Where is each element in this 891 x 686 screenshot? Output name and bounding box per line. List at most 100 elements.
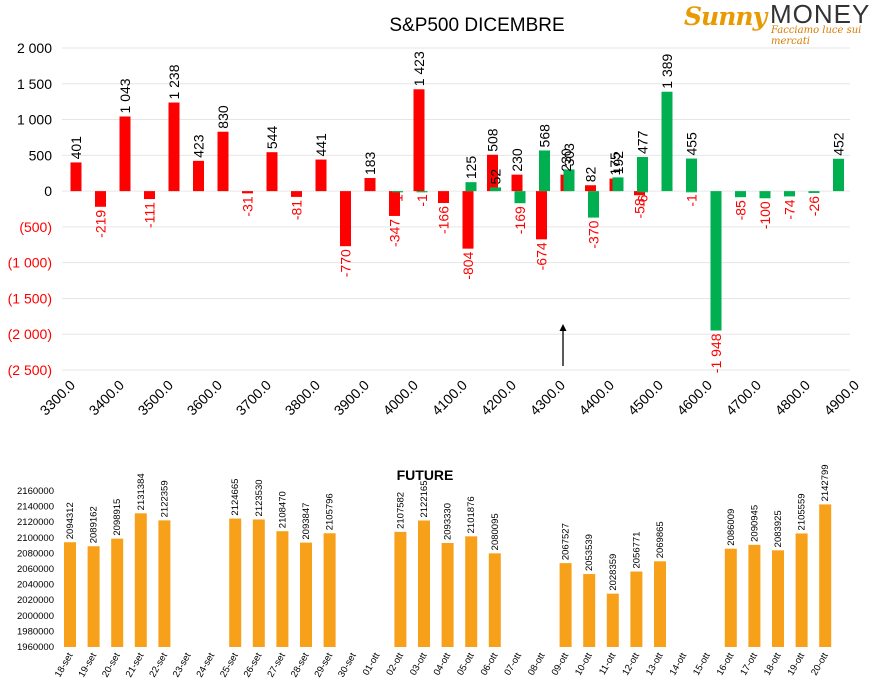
future-y-tick-label: 2040000 bbox=[17, 580, 54, 591]
logo-brand-sunny: Sunny bbox=[684, 2, 767, 31]
spx-bar-red bbox=[389, 191, 400, 216]
spx-data-label: -370 bbox=[586, 220, 602, 248]
spx-x-tick-label: 3400.0 bbox=[86, 377, 128, 419]
spx-x-axis: 3300.0 3400.0 3500.0 3600.0 3700.0 3800.0 3900… bbox=[37, 377, 863, 419]
future-data-label: 2067527 bbox=[561, 523, 572, 560]
spx-bar-green bbox=[735, 191, 746, 198]
spx-data-label: -85 bbox=[733, 200, 749, 220]
future-bar bbox=[252, 519, 265, 647]
future-data-labels: 2094312 2089162 2098915 2131384 2122359 21246… bbox=[65, 464, 831, 590]
spx-data-label: 452 bbox=[831, 132, 847, 156]
spx-data-label: -74 bbox=[782, 199, 798, 219]
future-data-label: 2089162 bbox=[89, 506, 100, 543]
future-data-label: 2105796 bbox=[325, 493, 336, 530]
spx-bar-green bbox=[539, 150, 550, 192]
spx-bar-green bbox=[514, 191, 526, 204]
future-y-tick-label: 2020000 bbox=[17, 595, 54, 606]
future-x-tick-label: 02-ott bbox=[384, 651, 406, 678]
future-bar bbox=[229, 518, 242, 647]
spx-x-tick-label: 4200.0 bbox=[478, 377, 520, 419]
spx-bar-green bbox=[416, 191, 428, 193]
spx-bar-red bbox=[242, 191, 253, 194]
spx-y-tick-label: (1 500) bbox=[8, 290, 52, 306]
spx-bar-red bbox=[168, 102, 180, 192]
future-data-label: 2123530 bbox=[254, 479, 265, 516]
spx-bars bbox=[70, 89, 844, 331]
spx-bar-red bbox=[291, 191, 302, 197]
spx-bar-green bbox=[563, 169, 575, 192]
spx-data-label: 52 bbox=[488, 169, 504, 185]
spx-x-tick-label: 4800.0 bbox=[772, 377, 814, 419]
spx-bar-red bbox=[315, 159, 327, 192]
spx-y-tick-label: 500 bbox=[29, 147, 53, 163]
spx-data-label: 441 bbox=[313, 133, 329, 157]
future-x-tick-label: 19-set bbox=[76, 651, 99, 680]
spx-bar-green bbox=[784, 191, 795, 197]
spx-data-label: 477 bbox=[635, 130, 651, 154]
spx-data-label: 1 389 bbox=[659, 53, 675, 88]
spx-data-label: -6 bbox=[635, 194, 651, 207]
future-data-label: 2131384 bbox=[136, 473, 147, 510]
future-y-tick-label: 2000000 bbox=[17, 611, 54, 622]
spx-x-tick-label: 4300.0 bbox=[527, 377, 569, 419]
spx-bar-red bbox=[70, 162, 82, 192]
future-x-tick-label: 19-ott bbox=[786, 651, 808, 678]
spx-bar-red bbox=[634, 191, 645, 196]
future-data-label: 2094312 bbox=[65, 502, 76, 539]
future-data-label: 2028359 bbox=[608, 554, 619, 591]
spx-x-tick-label: 3600.0 bbox=[184, 377, 226, 419]
spx-data-label: 82 bbox=[583, 166, 599, 182]
spx-x-tick-label: 4500.0 bbox=[625, 377, 667, 419]
spx-bar-green bbox=[588, 191, 599, 218]
spx-bar-green bbox=[808, 191, 820, 193]
future-data-label: 2069865 bbox=[655, 521, 666, 558]
future-bar bbox=[488, 553, 501, 647]
future-bar bbox=[87, 546, 100, 647]
spx-bar-green bbox=[710, 191, 722, 331]
spx-bar-red bbox=[95, 191, 106, 207]
future-x-tick-label: 18-set bbox=[53, 651, 76, 680]
future-x-tick-label: 30-set bbox=[336, 651, 359, 680]
spx-bar-red bbox=[536, 191, 547, 240]
spx-data-label: 125 bbox=[463, 156, 479, 180]
spx-data-label: -1 bbox=[684, 194, 700, 207]
future-y-tick-label: 2080000 bbox=[17, 548, 54, 559]
future-bar bbox=[465, 536, 478, 647]
future-data-label: 2122165 bbox=[419, 481, 430, 518]
future-data-label: 2080095 bbox=[490, 513, 501, 550]
future-chart-title: FUTURE bbox=[397, 467, 454, 483]
future-x-tick-label: 08-ott bbox=[526, 651, 548, 678]
spx-data-label: 230 bbox=[558, 148, 574, 172]
future-x-tick-label: 14-ott bbox=[668, 651, 690, 678]
future-x-tick-label: 15-ott bbox=[691, 651, 713, 678]
spx-bar-red bbox=[364, 178, 376, 192]
future-bar bbox=[158, 520, 171, 647]
spx-x-tick-label: 4600.0 bbox=[674, 377, 716, 419]
spx-bar-green bbox=[612, 177, 624, 192]
future-bar bbox=[654, 561, 666, 647]
spx-data-label: -26 bbox=[806, 196, 822, 216]
spx-data-label: -166 bbox=[436, 206, 452, 234]
future-y-tick-label: 2060000 bbox=[17, 564, 54, 575]
future-x-tick-label: 11-ott bbox=[597, 651, 619, 677]
spx-bar-red bbox=[144, 191, 155, 200]
future-bar bbox=[300, 542, 312, 647]
future-bar bbox=[819, 504, 832, 647]
future-x-tick-label: 13-ott bbox=[644, 651, 666, 678]
spx-bar-red bbox=[193, 160, 204, 192]
future-x-axis: 18-set 19-set 20-set 21-set 22-set 23-set 24-s… bbox=[53, 651, 831, 680]
spx-bar-green bbox=[637, 191, 648, 193]
annotation-arrow-icon bbox=[559, 324, 567, 331]
spx-data-label: 423 bbox=[191, 134, 207, 158]
future-x-tick-label: 28-set bbox=[289, 651, 312, 680]
future-y-axis: 2160000 2140000 2120000 2100000 2080000 20600… bbox=[17, 486, 54, 653]
future-bar bbox=[772, 550, 784, 647]
future-data-label: 2101876 bbox=[466, 496, 477, 533]
future-x-tick-label: 10-ott bbox=[573, 651, 595, 678]
spx-bar-red bbox=[585, 185, 596, 192]
spx-bar-red bbox=[217, 131, 229, 192]
spx-bar-red bbox=[266, 152, 278, 192]
spx-data-label: -169 bbox=[512, 206, 528, 234]
spx-chart-title: S&P500 DICEMBRE bbox=[389, 15, 564, 36]
spx-data-label: 568 bbox=[537, 124, 553, 148]
